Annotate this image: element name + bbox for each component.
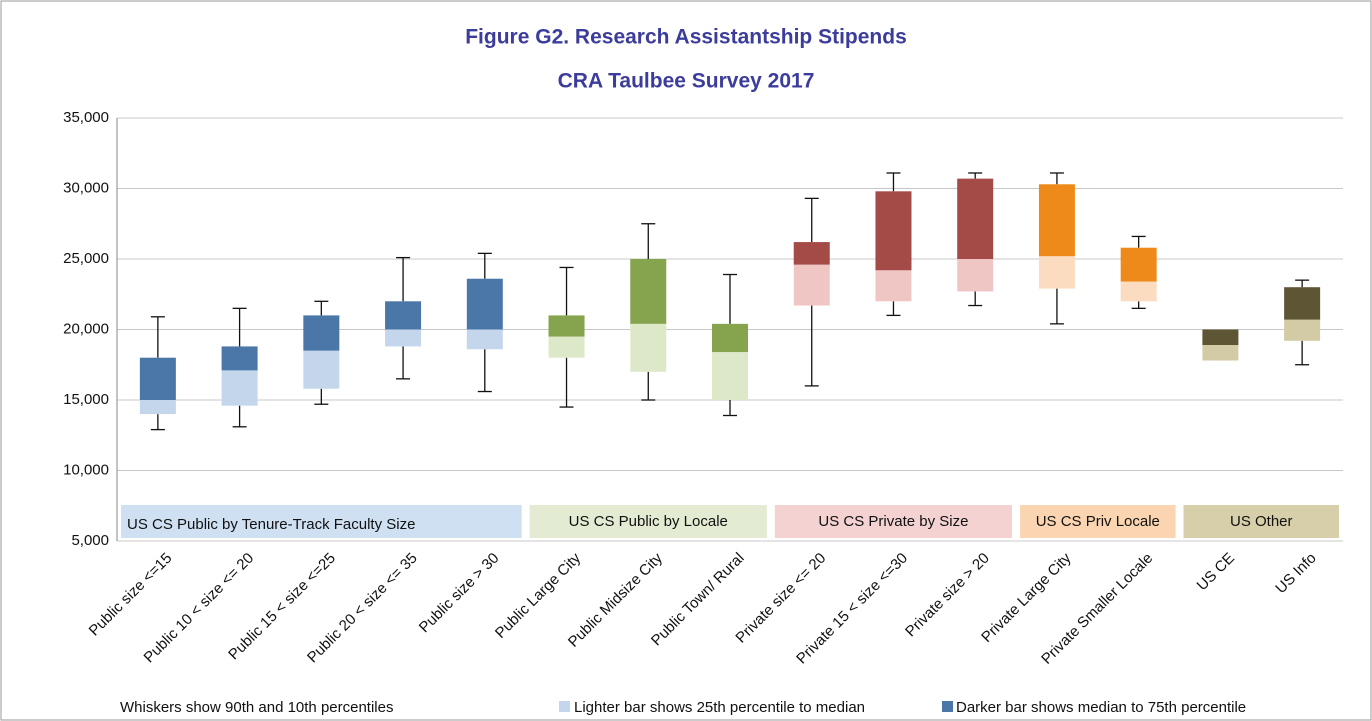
y-tick-label: 25,000 [63,250,109,267]
box-upper [385,301,422,330]
group-band [1020,505,1176,538]
y-tick-label: 10,000 [63,461,109,478]
box-lower [1038,256,1075,289]
box-upper [1120,247,1157,282]
box-lower [303,350,340,389]
box-upper [303,315,340,351]
group-band [121,505,522,538]
note: Darker bar shows median to 75th percenti… [956,699,1246,716]
group-label: US CS Private by Size [818,513,968,530]
note: Whiskers show 90th and 10th percentiles [120,699,393,716]
legend-swatch [559,701,570,712]
box-lower [1284,319,1321,341]
box-lower [385,329,422,347]
group-band [1183,505,1339,538]
box-lower [548,336,585,358]
y-tick-label: 35,000 [63,109,109,126]
box-upper [793,242,830,265]
box-upper [875,191,912,271]
box-lower [1120,281,1157,302]
box-upper [1038,184,1075,257]
y-tick-label: 15,000 [63,391,109,408]
box-upper [221,346,258,371]
y-tick-label: 30,000 [63,179,109,196]
box-upper [1284,287,1321,320]
box-lower [221,370,258,406]
box-upper [1202,329,1239,346]
group-band [774,505,1013,538]
box-lower [466,329,503,350]
group-band [529,505,767,538]
note: Lighter bar shows 25th percentile to med… [574,699,865,716]
group-label: US CS Public by Tenure-Track Faculty Siz… [127,516,415,533]
box-lower [712,352,748,400]
legend-swatch [942,701,953,712]
chart-title: Figure G2. Research Assistantship Stipen… [465,26,907,49]
box-lower [793,264,830,306]
box-upper [957,178,994,259]
group-label: US CS Priv Locale [1036,513,1160,530]
box-lower [957,259,994,292]
box-upper [630,259,667,324]
box-upper [712,323,748,353]
y-tick-label: 20,000 [63,320,109,337]
box-lower [139,400,176,415]
box-upper [139,357,176,400]
box-upper [548,315,585,337]
group-label: US Other [1230,513,1293,530]
box-upper [466,278,503,330]
box-lower [875,270,912,302]
box-lower [1202,345,1239,361]
box-lower [630,323,667,372]
group-label: US CS Public by Locale [569,513,728,530]
y-tick-label: 5,000 [71,532,109,549]
chart-subtitle: CRA Taulbee Survey 2017 [558,70,815,93]
